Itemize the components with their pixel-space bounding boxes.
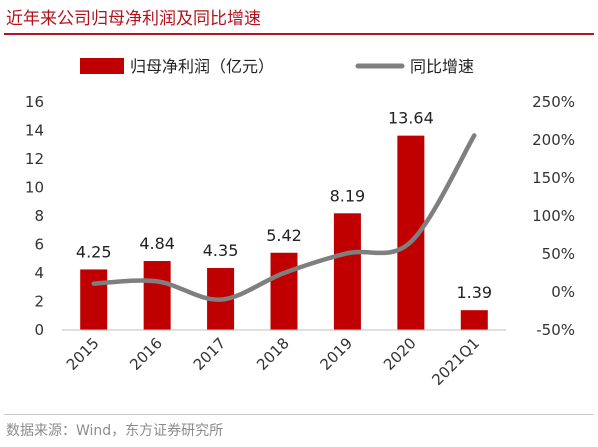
bar-value-label: 4.35 [203,241,239,260]
x-tick-label: 2019 [317,334,357,374]
x-tick-label: 2015 [63,334,103,374]
bar [270,252,298,330]
growth-point [345,251,349,255]
left-tick-label: 16 [25,93,44,111]
data-source: 数据来源：Wind，东方证券研究所 [6,423,224,439]
growth-point [219,298,223,302]
right-axis-ticks: -50% 0% 50% 100% 150% 200% 250% [532,93,575,339]
bar-value-label: 8.19 [330,186,366,205]
left-axis-ticks: 0 2 4 6 8 10 12 14 16 [25,93,44,339]
legend-bar-swatch [80,58,124,74]
bar-value-label: 4.25 [76,242,112,261]
x-tick-label: 2020 [380,334,420,374]
right-tick-label: 200% [532,131,575,149]
x-axis-ticks: 2015 2016 2017 2018 2019 2020 2021Q1 [63,334,483,389]
bar-value-label: 13.64 [388,109,434,128]
growth-point [472,133,476,137]
left-tick-label: 12 [25,150,44,168]
left-tick-label: 14 [25,122,44,140]
bar [460,310,488,330]
right-tick-label: 100% [532,207,575,225]
growth-point [155,279,159,283]
x-tick-label: 2016 [126,334,166,374]
left-tick-label: 6 [34,236,44,254]
bar-value-label: 5.42 [266,226,302,245]
right-tick-label: 0% [551,283,575,301]
legend-bar-label: 归母净利润（亿元） [130,57,274,76]
title-underline [4,33,594,35]
x-tick-label: 2017 [190,334,230,374]
growth-point [409,240,413,244]
bar-value-label: 4.84 [139,234,175,253]
legend-line-label: 同比增速 [410,57,474,76]
left-tick-label: 8 [34,207,44,225]
bars [80,135,488,330]
bar-value-labels: 4.25 4.84 4.35 5.42 8.19 13.64 1.39 [76,109,492,303]
growth-point [92,282,96,286]
source-divider [4,414,594,415]
right-tick-label: 250% [532,93,575,111]
right-tick-label: 50% [542,245,575,263]
growth-point [282,271,286,275]
growth-line-layer [91,133,477,302]
x-tick-label: 2021Q1 [428,334,483,389]
legend: 归母净利润（亿元） 同比增速 [80,57,474,76]
left-tick-label: 0 [34,321,44,339]
x-tick-label: 2018 [253,334,293,374]
left-tick-label: 10 [25,179,44,197]
right-tick-label: 150% [532,169,575,187]
bar-value-label: 1.39 [456,283,492,302]
growth-line [91,133,477,302]
bar [143,261,171,330]
right-tick-label: -50% [536,321,575,339]
bar [333,213,361,330]
left-tick-label: 2 [34,293,44,311]
left-tick-label: 4 [34,264,44,282]
chart-title: 近年来公司归母净利润及同比增速 [6,9,261,29]
bar [80,269,108,330]
